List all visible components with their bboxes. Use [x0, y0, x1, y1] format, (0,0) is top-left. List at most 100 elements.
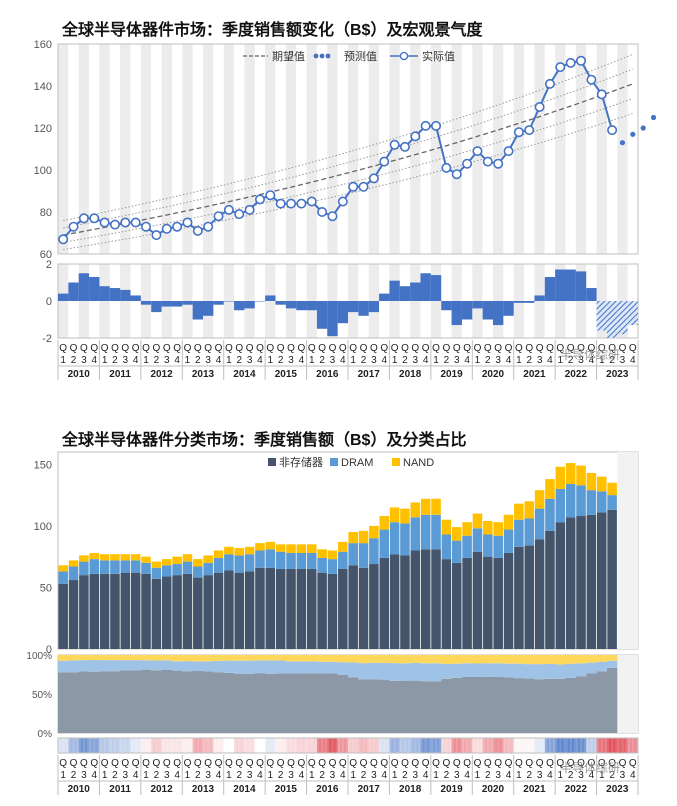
stripe — [234, 44, 245, 254]
climate-bar — [58, 293, 69, 301]
year-tick-label: 2012 — [150, 369, 173, 380]
quarter-tick-label: 3 — [371, 355, 377, 366]
stacked-bar-segment — [79, 575, 89, 649]
actual-point — [358, 181, 369, 192]
quarter-tick-label: Q — [163, 758, 171, 769]
heat-cell — [437, 738, 440, 753]
stacked-bar-segment — [89, 552, 100, 560]
quarter-tick-label: Q — [525, 758, 533, 769]
quarter-tick-label: Q — [588, 758, 596, 769]
heat-cell — [577, 738, 581, 753]
quarter-tick-label: Q — [629, 758, 637, 769]
heat-cell — [370, 738, 374, 753]
heat-cell — [308, 738, 311, 753]
heat-cell — [319, 738, 322, 753]
stripe — [555, 44, 566, 254]
heat-cell — [80, 738, 84, 753]
heat-cell — [524, 738, 527, 753]
stripe — [534, 44, 545, 254]
quarter-tick-label: Q — [370, 343, 378, 354]
heat-cell — [606, 738, 610, 753]
heat-cell — [269, 738, 272, 753]
quarter-tick-label: 1 — [392, 770, 398, 781]
heat-cell — [155, 738, 158, 753]
stacked-bar-segment — [244, 554, 255, 572]
stacked-bar-segment — [369, 538, 379, 565]
stacked-bar-segment — [213, 550, 224, 558]
heat-cell — [381, 738, 384, 753]
y-tick-label: 100 — [34, 521, 52, 533]
heat-cell — [432, 738, 436, 753]
stacked-bar-segment — [524, 545, 535, 649]
stacked-bar-segment — [182, 554, 193, 562]
heat-cell — [354, 738, 357, 753]
stripe — [285, 44, 297, 254]
quarter-tick-label: Q — [422, 758, 430, 769]
quarter-tick-label: 4 — [299, 355, 305, 366]
heat-cell — [416, 738, 419, 753]
heat-cell — [337, 738, 340, 753]
heat-cell — [623, 738, 626, 753]
heat-cell — [221, 738, 224, 753]
heat-cell — [99, 738, 102, 753]
stacked-bar-segment — [493, 522, 503, 536]
heat-cell — [399, 738, 403, 753]
stack-y-axis: 0 50 100 150 — [34, 459, 52, 656]
heat-cell — [486, 738, 490, 753]
stacked-bar-segment — [338, 541, 348, 552]
heat-cell — [296, 738, 299, 753]
heat-cell — [406, 738, 409, 753]
stacked-bar-segment — [596, 512, 607, 649]
heat-cell — [118, 738, 121, 753]
stacked-bar-segment — [483, 534, 493, 557]
year-tick-label: 2021 — [523, 369, 546, 380]
quarter-tick-label: 3 — [454, 355, 460, 366]
actual-point — [493, 158, 504, 169]
quarter-tick-label: Q — [515, 758, 523, 769]
quarter-tick-label: Q — [536, 758, 544, 769]
stacked-bar-segment — [389, 507, 400, 523]
climate-bar — [410, 282, 421, 301]
stripe — [368, 44, 380, 254]
quarter-tick-label: Q — [235, 758, 243, 769]
trend-x-axis: Q1Q2Q3Q4Q1Q2Q3Q4Q1Q2Q3Q4Q1Q2Q3Q4Q1Q2Q3Q4… — [57, 340, 639, 380]
heat-cell — [182, 738, 185, 753]
stacked-bar-segment — [213, 557, 224, 573]
heat-cell — [136, 738, 139, 753]
y-tick-label: 100% — [26, 651, 52, 662]
stacked-bar-segment — [607, 482, 617, 496]
stacked-bar-segment — [306, 568, 317, 649]
heat-cell — [225, 738, 229, 753]
quarter-tick-label: Q — [266, 758, 274, 769]
heat-cell — [252, 738, 255, 753]
quarter-tick-label: 1 — [475, 355, 481, 366]
quarter-tick-label: Q — [142, 758, 150, 769]
stripe — [524, 44, 535, 254]
quarter-tick-label: 4 — [133, 770, 139, 781]
year-tick-label: 2017 — [358, 369, 381, 380]
chart-title-top: 全球半导体器件市场：季度销售额变化（B$）及宏观景气度 — [62, 22, 483, 39]
heat-cell — [275, 738, 278, 753]
stacked-bar-segment — [369, 564, 379, 649]
quarter-tick-label: Q — [235, 343, 243, 354]
heat-cell — [178, 738, 181, 753]
actual-point — [482, 156, 493, 167]
actual-point — [109, 219, 120, 230]
stacked-bar-segment — [534, 490, 545, 509]
quarter-tick-label: 2 — [444, 770, 450, 781]
quarter-tick-label: 3 — [413, 355, 419, 366]
quarter-tick-label: Q — [204, 343, 212, 354]
heat-cell — [290, 738, 293, 753]
heat-cell — [116, 738, 119, 753]
heat-cell — [64, 738, 67, 753]
heat-cell — [621, 738, 624, 753]
quarter-tick-label: Q — [256, 343, 264, 354]
heat-cell — [97, 738, 100, 753]
stacked-bar-segment — [596, 491, 607, 513]
stacked-bar-segment — [110, 554, 120, 561]
climate-bar — [555, 269, 566, 301]
chart-title-bottom: 全球半导体器件分类市场：季度销售额（B$）及分类占比 — [62, 432, 467, 449]
quarter-tick-label: Q — [360, 343, 368, 354]
year-tick-label: 2017 — [358, 784, 381, 795]
quarter-tick-label: Q — [515, 343, 523, 354]
